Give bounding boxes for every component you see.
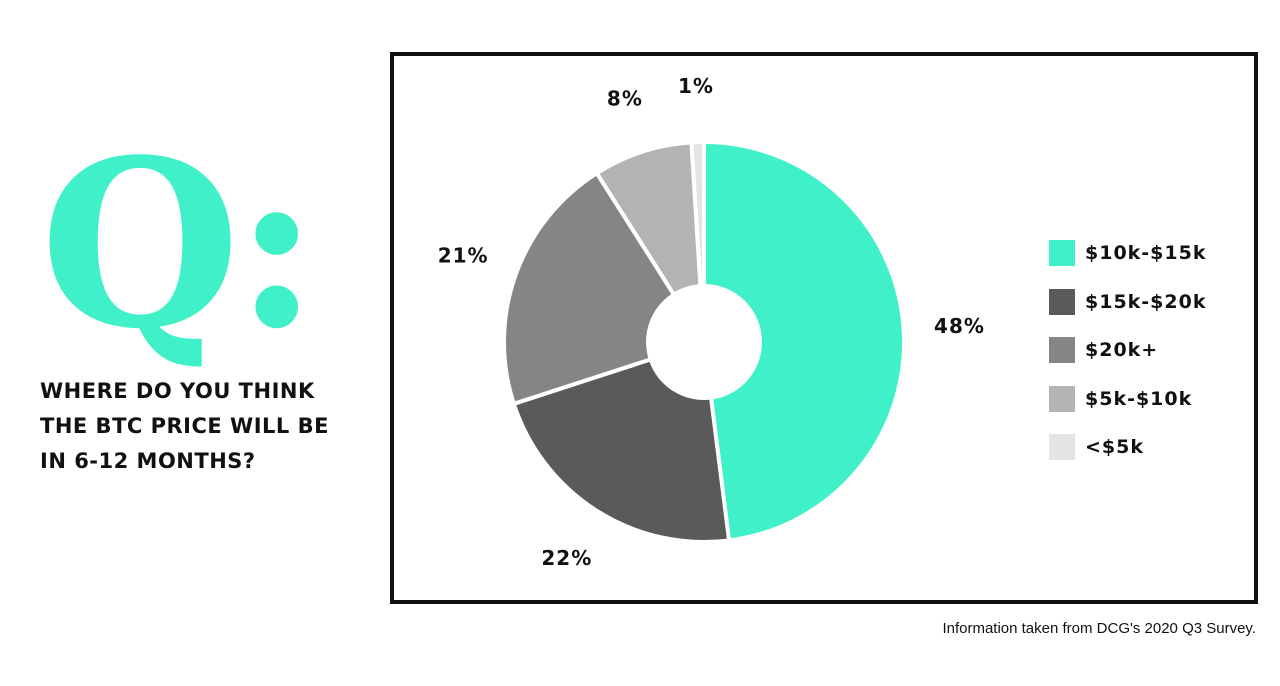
slice-value-label: 8% <box>607 87 643 111</box>
legend-swatch <box>1049 434 1075 461</box>
legend-item: $20k+ <box>1049 326 1206 375</box>
legend-item: <$5k <box>1049 423 1206 472</box>
legend-swatch <box>1049 240 1075 267</box>
legend-label: $5k-$10k <box>1085 387 1193 410</box>
legend-label: $10k-$15k <box>1085 242 1207 265</box>
chart-frame: 48% 22% 21% 8% 1% $10k-$15k $15k-$20k $20k+ $5k… <box>390 52 1258 604</box>
question-line-1: WHERE DO YOU THINK <box>40 379 315 403</box>
slice-value-label: 1% <box>678 74 714 98</box>
question-line-2: THE BTC PRICE WILL BE <box>40 414 329 438</box>
pie-chart: 48% 22% 21% 8% 1% <box>438 74 985 570</box>
footnote: Information taken from DCG's 2020 Q3 Sur… <box>942 620 1256 637</box>
question-text: WHERE DO YOU THINK THE BTC PRICE WILL BE… <box>40 374 370 479</box>
pie-slice-0 <box>702 139 906 543</box>
slice-value-label: 21% <box>438 243 489 267</box>
legend-label: $20k+ <box>1085 339 1159 362</box>
legend-item: $15k-$20k <box>1049 278 1206 327</box>
legend-swatch <box>1049 288 1075 315</box>
q-mark: Q: <box>40 110 319 380</box>
legend-item: $10k-$15k <box>1049 229 1206 278</box>
legend-label: $15k-$20k <box>1085 290 1207 313</box>
legend: $10k-$15k $15k-$20k $20k+ $5k-$10k <$5k <box>1049 229 1206 472</box>
legend-label: <$5k <box>1085 436 1144 459</box>
slice-value-label: 48% <box>934 314 985 338</box>
legend-swatch <box>1049 337 1075 364</box>
question-line-3: IN 6-12 MONTHS? <box>40 449 256 473</box>
legend-swatch <box>1049 385 1075 412</box>
legend-item: $5k-$10k <box>1049 375 1206 424</box>
donut-hole <box>646 284 762 400</box>
slice-value-label: 22% <box>541 546 592 570</box>
